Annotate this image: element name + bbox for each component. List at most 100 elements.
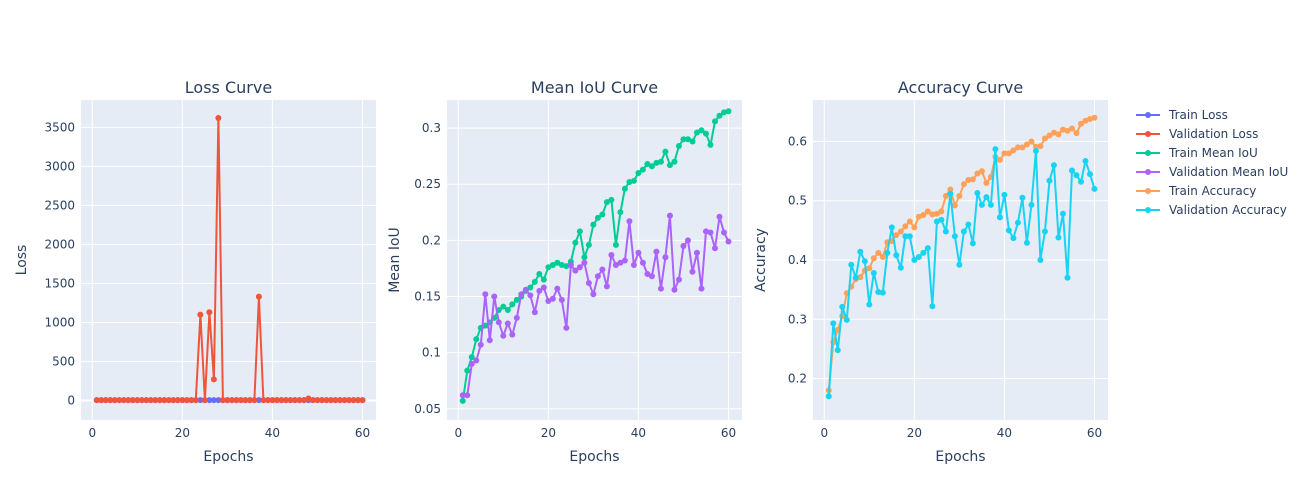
data-point bbox=[522, 286, 529, 293]
data-point bbox=[612, 241, 619, 248]
subplot-2: 0 20 40 60 0.05 0.1 0.15 0.2 0.25 0.3 Mean IoU Cur… bbox=[387, 78, 742, 465]
data-point bbox=[1091, 114, 1098, 121]
data-point bbox=[626, 218, 633, 225]
data-point bbox=[291, 397, 298, 404]
x-tick-label: 60 bbox=[721, 426, 736, 440]
data-point bbox=[468, 360, 475, 367]
data-point bbox=[504, 320, 511, 327]
data-point bbox=[143, 397, 150, 404]
data-point bbox=[563, 324, 570, 331]
data-point bbox=[345, 397, 352, 404]
legend-item[interactable]: Train Accuracy bbox=[1136, 184, 1256, 198]
y-tick-label: 2000 bbox=[44, 237, 75, 251]
data-point bbox=[965, 177, 972, 183]
data-point bbox=[215, 114, 222, 121]
data-point bbox=[264, 397, 271, 404]
x-axis-title: Epochs bbox=[203, 449, 253, 465]
data-point bbox=[707, 229, 714, 236]
legend-label: Train Loss bbox=[1168, 108, 1228, 122]
series-validation-mean-iou bbox=[459, 212, 732, 399]
plot-area bbox=[447, 100, 742, 420]
data-point bbox=[938, 208, 945, 215]
legend-label: Validation Accuracy bbox=[1169, 203, 1287, 217]
data-point bbox=[920, 249, 927, 256]
data-point bbox=[1064, 127, 1071, 134]
data-point bbox=[576, 228, 583, 235]
data-point bbox=[545, 297, 552, 304]
data-point bbox=[318, 397, 325, 404]
data-point bbox=[956, 261, 963, 268]
legend-item[interactable]: Validation Accuracy bbox=[1136, 203, 1287, 217]
data-point bbox=[354, 397, 361, 404]
data-point bbox=[978, 168, 985, 175]
data-point bbox=[1023, 239, 1030, 246]
data-point bbox=[125, 397, 132, 404]
data-point bbox=[273, 397, 280, 404]
plot-area bbox=[81, 100, 376, 420]
data-point bbox=[554, 259, 561, 266]
data-point bbox=[219, 397, 226, 404]
y-tick-label: 0.3 bbox=[422, 121, 441, 135]
data-point bbox=[102, 397, 109, 404]
legend-marker bbox=[1145, 207, 1151, 213]
data-point bbox=[594, 273, 601, 280]
data-point bbox=[711, 118, 718, 125]
data-point bbox=[224, 397, 231, 404]
data-point bbox=[192, 397, 199, 404]
data-point bbox=[929, 303, 936, 310]
data-point bbox=[684, 237, 691, 244]
data-point bbox=[857, 274, 864, 281]
data-point bbox=[1028, 201, 1035, 208]
data-point bbox=[111, 397, 118, 404]
data-point bbox=[893, 252, 900, 259]
data-point bbox=[906, 218, 913, 225]
data-point bbox=[902, 223, 909, 230]
data-point bbox=[879, 254, 886, 261]
data-point bbox=[1041, 228, 1048, 235]
data-point bbox=[635, 169, 642, 176]
y-tick-label: 0.5 bbox=[788, 194, 807, 208]
legend-marker bbox=[1145, 112, 1151, 118]
legend-item[interactable]: Train Loss bbox=[1136, 108, 1228, 122]
data-point bbox=[648, 163, 655, 170]
data-point bbox=[527, 284, 534, 291]
data-point bbox=[473, 336, 480, 343]
chart-title: Loss Curve bbox=[185, 78, 272, 97]
x-tick-label: 20 bbox=[907, 426, 922, 440]
legend-item[interactable]: Validation Loss bbox=[1136, 127, 1258, 141]
x-axis-title: Epochs bbox=[935, 449, 985, 465]
legend-marker bbox=[1145, 150, 1151, 156]
data-point bbox=[581, 254, 588, 261]
data-point bbox=[879, 289, 886, 296]
y-tick-label: 3500 bbox=[44, 120, 75, 134]
data-point bbox=[572, 267, 579, 274]
data-point bbox=[639, 166, 646, 173]
data-point bbox=[875, 249, 882, 256]
data-point bbox=[1032, 147, 1039, 154]
data-point bbox=[1046, 132, 1053, 139]
legend-item[interactable]: Train Mean IoU bbox=[1136, 146, 1258, 160]
y-tick-label: 0.2 bbox=[422, 233, 441, 247]
data-point bbox=[210, 397, 217, 404]
legend-item[interactable]: Validation Mean IoU bbox=[1136, 165, 1288, 179]
data-point bbox=[960, 228, 967, 235]
data-point bbox=[870, 270, 877, 277]
data-point bbox=[698, 127, 705, 134]
data-point bbox=[1059, 210, 1066, 217]
data-point bbox=[147, 397, 154, 404]
legend-marker bbox=[1145, 188, 1151, 194]
data-point bbox=[720, 229, 727, 236]
data-point bbox=[866, 265, 873, 272]
data-point bbox=[1005, 227, 1012, 234]
data-point bbox=[1019, 144, 1026, 151]
data-point bbox=[206, 309, 213, 316]
data-point bbox=[702, 130, 709, 137]
legend-label: Validation Loss bbox=[1169, 127, 1258, 141]
x-tick-label: 40 bbox=[631, 426, 646, 440]
data-point bbox=[617, 209, 624, 216]
data-point bbox=[711, 245, 718, 252]
data-point bbox=[942, 228, 949, 235]
data-point bbox=[693, 249, 700, 256]
data-point bbox=[165, 397, 172, 404]
